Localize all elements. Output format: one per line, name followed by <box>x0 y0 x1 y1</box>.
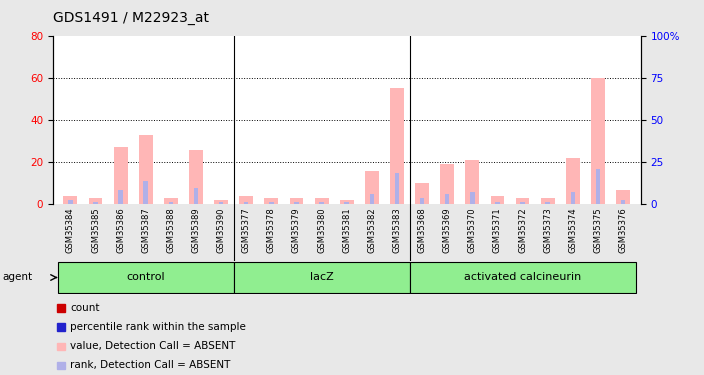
Text: GSM35375: GSM35375 <box>593 207 603 253</box>
Text: rank, Detection Call = ABSENT: rank, Detection Call = ABSENT <box>70 360 230 370</box>
Bar <box>420 198 425 204</box>
Bar <box>596 168 601 204</box>
Text: GSM35369: GSM35369 <box>443 207 452 253</box>
Bar <box>415 183 429 204</box>
Bar <box>390 88 404 204</box>
Text: GSM35374: GSM35374 <box>568 207 577 253</box>
Bar <box>56 324 65 331</box>
Bar <box>265 198 278 204</box>
Text: GSM35386: GSM35386 <box>116 207 125 253</box>
Bar <box>365 171 379 204</box>
Text: lacZ: lacZ <box>310 273 334 282</box>
Bar <box>144 181 148 204</box>
Bar <box>491 196 504 204</box>
Bar <box>440 164 454 204</box>
Bar <box>621 200 625 204</box>
Bar <box>164 198 178 204</box>
Bar <box>546 202 550 204</box>
Bar <box>445 194 449 204</box>
Text: control: control <box>127 273 165 282</box>
Text: GSM35388: GSM35388 <box>166 207 175 253</box>
Bar <box>56 362 65 369</box>
Text: GSM35389: GSM35389 <box>191 207 201 253</box>
Text: GSM35382: GSM35382 <box>367 207 377 253</box>
FancyBboxPatch shape <box>234 262 410 292</box>
Text: count: count <box>70 303 99 313</box>
Bar <box>395 173 399 204</box>
Bar <box>239 196 253 204</box>
Bar <box>570 192 575 204</box>
Text: GDS1491 / M22923_at: GDS1491 / M22923_at <box>53 11 209 25</box>
Bar <box>591 78 605 204</box>
Text: GSM35372: GSM35372 <box>518 207 527 253</box>
Text: agent: agent <box>2 273 32 282</box>
Text: GSM35368: GSM35368 <box>417 207 427 253</box>
Bar <box>214 200 228 204</box>
Bar <box>118 190 123 204</box>
FancyBboxPatch shape <box>410 262 636 292</box>
Bar <box>93 202 98 204</box>
Bar <box>515 198 529 204</box>
Text: GSM35378: GSM35378 <box>267 207 276 253</box>
Text: GSM35387: GSM35387 <box>142 207 150 253</box>
Text: GSM35381: GSM35381 <box>342 207 351 253</box>
Bar <box>470 192 474 204</box>
Bar <box>465 160 479 204</box>
Bar <box>294 202 298 204</box>
FancyBboxPatch shape <box>58 262 234 292</box>
Bar <box>520 202 524 204</box>
Text: GSM35370: GSM35370 <box>468 207 477 253</box>
Bar <box>114 147 127 204</box>
Text: GSM35373: GSM35373 <box>543 207 552 253</box>
Bar <box>495 202 500 204</box>
Text: GSM35377: GSM35377 <box>241 207 251 253</box>
Bar <box>289 198 303 204</box>
Bar <box>63 196 77 204</box>
Text: value, Detection Call = ABSENT: value, Detection Call = ABSENT <box>70 341 235 351</box>
Text: GSM35390: GSM35390 <box>217 207 225 253</box>
Bar <box>139 135 153 204</box>
Text: GSM35371: GSM35371 <box>493 207 502 253</box>
Text: GSM35376: GSM35376 <box>619 207 627 253</box>
Bar <box>68 200 73 204</box>
Bar <box>244 202 249 204</box>
Text: GSM35379: GSM35379 <box>292 207 301 253</box>
Bar <box>56 343 65 350</box>
Bar <box>344 202 349 204</box>
Bar <box>320 202 324 204</box>
Text: GSM35380: GSM35380 <box>317 207 326 253</box>
Bar <box>370 194 374 204</box>
Text: GSM35384: GSM35384 <box>66 207 75 253</box>
Bar <box>616 190 630 204</box>
Text: GSM35383: GSM35383 <box>392 207 401 253</box>
Bar <box>56 304 65 312</box>
Bar <box>566 158 579 204</box>
Bar <box>340 200 353 204</box>
Bar <box>194 188 199 204</box>
Text: activated calcineurin: activated calcineurin <box>464 273 582 282</box>
Bar <box>169 202 173 204</box>
Bar <box>89 198 102 204</box>
Bar <box>219 202 223 204</box>
Bar <box>541 198 555 204</box>
Bar <box>315 198 329 204</box>
Text: GSM35385: GSM35385 <box>91 207 100 253</box>
Text: percentile rank within the sample: percentile rank within the sample <box>70 322 246 332</box>
Bar <box>269 202 274 204</box>
Bar <box>189 150 203 204</box>
